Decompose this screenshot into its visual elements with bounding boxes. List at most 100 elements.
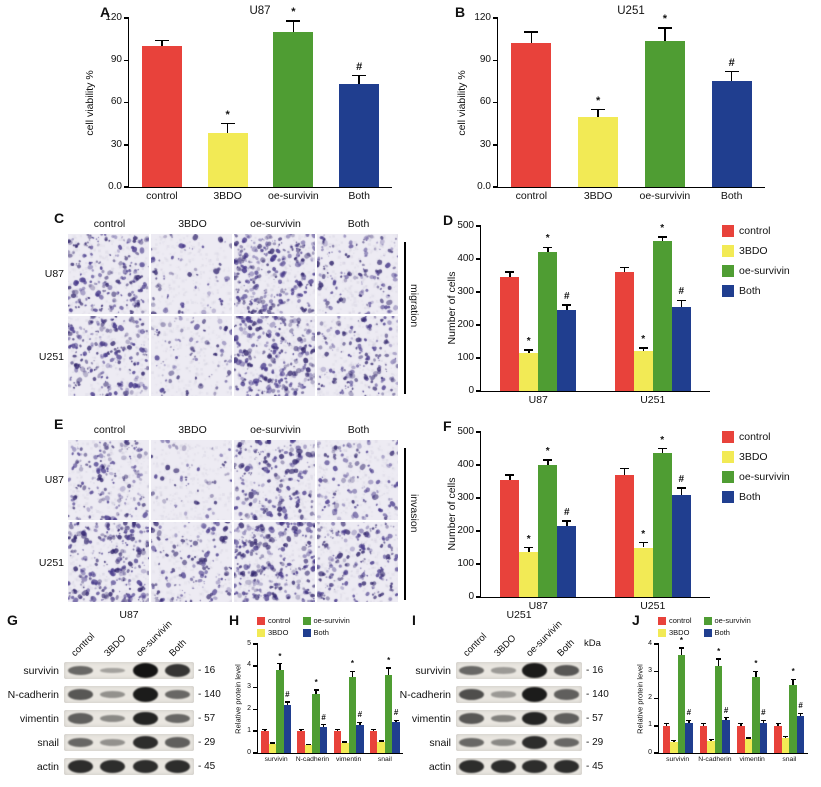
y-axis-tick [476,431,481,433]
bar-Both [711,81,752,187]
error-bar-cap [701,722,707,725]
migration-bracket-line [404,242,406,394]
error-bar-cap [562,520,572,522]
bar-3BDO [268,744,277,753]
chart-j-legend: control 3BDO oe-survivin Both [658,616,751,637]
error-bar [717,658,720,666]
y-axis-tick [493,59,498,61]
microscopy-grid-migration [68,234,398,396]
blot-row-snail: snail - 29 [2,734,226,751]
chart-d-plot: 0 100 200 300 400 500 * * # U87 * * # U251 [457,220,710,406]
bar-control [369,731,378,753]
error-bar-cap [638,541,648,544]
error-bar-cap [619,467,629,470]
microscopy-column-labels: control 3BDO oe-survivin Both [68,424,400,436]
significance-marker: * [660,434,665,446]
error-bar [680,488,682,495]
blot-strip-survivin [456,662,582,679]
chart-d-y-axis-label: Number of cells [446,271,458,345]
y-axis-tick [654,752,659,754]
error-bar [623,468,625,475]
microscopy-image-U251-3BDO [151,316,232,396]
panel-label-c: C [54,210,65,226]
protein-band [459,713,485,724]
bar-control [699,725,708,753]
x-category-label: oe-survivin [639,190,691,202]
error-bar [762,720,765,724]
error-bar-cap [543,246,553,249]
column-label-Both: Both [347,218,370,230]
legend-label: oe-survivin [739,471,790,483]
y-tick-label: 120 [474,11,491,23]
error-bar-cap [663,722,669,725]
bar-oe-survivin [312,694,320,753]
significance-marker: # [761,708,766,718]
significance-marker: * [350,659,354,669]
y-axis-tick [476,596,481,598]
y-axis-tick [493,186,498,188]
legend-label: 3BDO [268,628,289,637]
bar-control [297,731,305,753]
y-tick-label: 4 [247,661,251,669]
legend-item-Both: Both [703,628,751,637]
error-bar-cap [342,741,348,743]
x-category-label: control [146,190,178,202]
error-bar-cap [284,701,290,703]
migration-side-label: migration [408,284,420,328]
error-bar-cap [321,723,327,726]
chart-f-y-axis-label: Number of cells [446,477,458,551]
error-bar [509,474,511,480]
microscopy-image-U251-control [68,522,149,602]
bar-control [737,725,745,753]
blot-row-N-cadherin: N-cadherin - 140 [398,686,628,703]
protein-band [459,665,485,676]
significance-marker: * [278,651,282,661]
blot-row-snail: snail - 29 [398,734,628,751]
significance-marker: * [679,636,683,646]
protein-band [165,664,191,677]
bar-Both [557,526,577,597]
y-axis-tick [253,752,258,754]
error-bar [395,720,397,723]
error-bar-cap [371,728,377,731]
microscopy-image-U251-control [68,316,149,396]
legend-item-Both: Both [302,628,350,637]
legend-item-oe-survivin: oe-survivin [703,616,751,625]
bar-oe-survivin [789,684,797,753]
panel-i: I U251 kDa control 3BDO oe-survivin Both su… [398,608,628,787]
error-bar-cap [753,670,759,672]
error-bar-cap [716,658,722,660]
error-bar-cap [591,108,606,111]
legend-swatch [722,265,734,277]
legend-label: oe-survivin [739,265,790,277]
bar-3BDO [633,351,653,391]
legend-swatch [722,471,734,483]
bar-control [333,731,342,753]
error-bar-cap [657,447,667,450]
significance-marker: # [723,705,729,715]
protein-label: vimentin [411,712,451,725]
blot-strip-N-cadherin [64,686,194,703]
error-bar-cap [349,670,355,672]
legend-item-3BDO: 3BDO [257,628,291,637]
error-bar-cap [543,459,553,461]
bar-3BDO [519,353,539,391]
error-bar [725,717,727,721]
y-tick-label: 90 [479,54,491,66]
lane-label-Both: Both [555,637,578,659]
legend-item-3BDO: 3BDO [722,245,790,257]
microscopy-image-U251-3BDO [151,522,232,602]
y-tick-label: 0.0 [477,180,491,192]
microscopy-image-U87-Both [317,440,398,520]
lane-label-control: control [460,631,489,659]
lane-label-control: control [69,631,98,659]
bar-oe-survivin [677,654,686,753]
significance-marker: # [798,701,803,711]
blot-strip-survivin [64,662,194,679]
row-label-U87: U87 [44,474,64,486]
y-axis-tick [476,497,481,499]
y-tick-label: 300 [457,285,474,297]
y-tick-label: 90 [110,54,122,66]
legend-label: oe-survivin [313,616,350,625]
bar-Both [671,306,691,391]
